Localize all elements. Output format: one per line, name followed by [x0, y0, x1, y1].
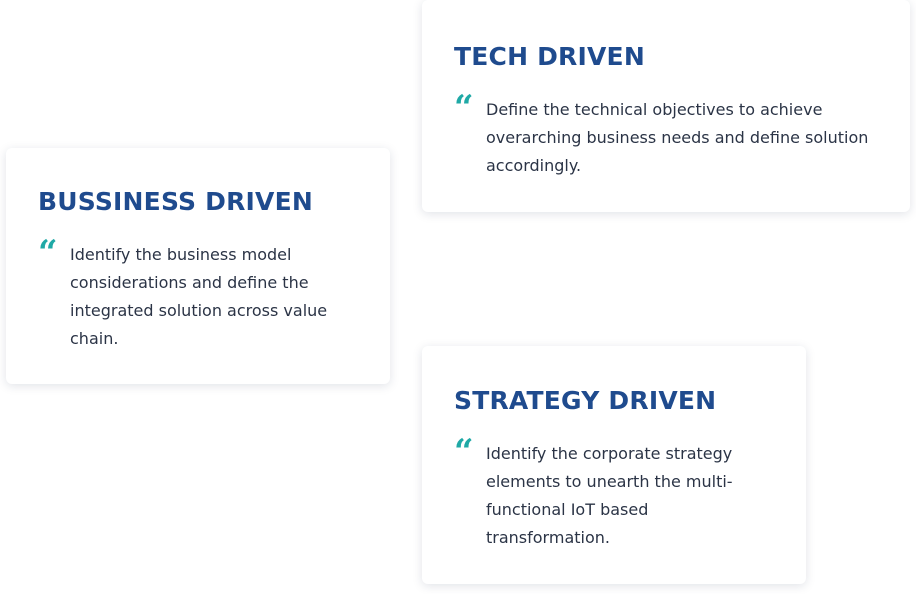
card-description: Identify the corporate strategy elements…	[486, 444, 733, 547]
card-title: BUSSINESS DRIVEN	[38, 187, 313, 216]
business-driven-card: BUSSINESS DRIVEN “ Identify the business…	[6, 148, 390, 384]
tech-driven-card: TECH DRIVEN “ Define the technical objec…	[422, 0, 910, 212]
quote-icon: “	[38, 233, 58, 273]
card-description: Define the technical objectives to achie…	[486, 100, 869, 175]
quote-icon: “	[454, 88, 474, 128]
strategy-driven-card: STRATEGY DRIVEN “ Identify the corporate…	[422, 346, 806, 584]
card-title: TECH DRIVEN	[454, 42, 645, 71]
card-title: STRATEGY DRIVEN	[454, 386, 717, 415]
card-description: Identify the business model consideratio…	[70, 245, 328, 348]
quote-icon: “	[454, 432, 474, 472]
